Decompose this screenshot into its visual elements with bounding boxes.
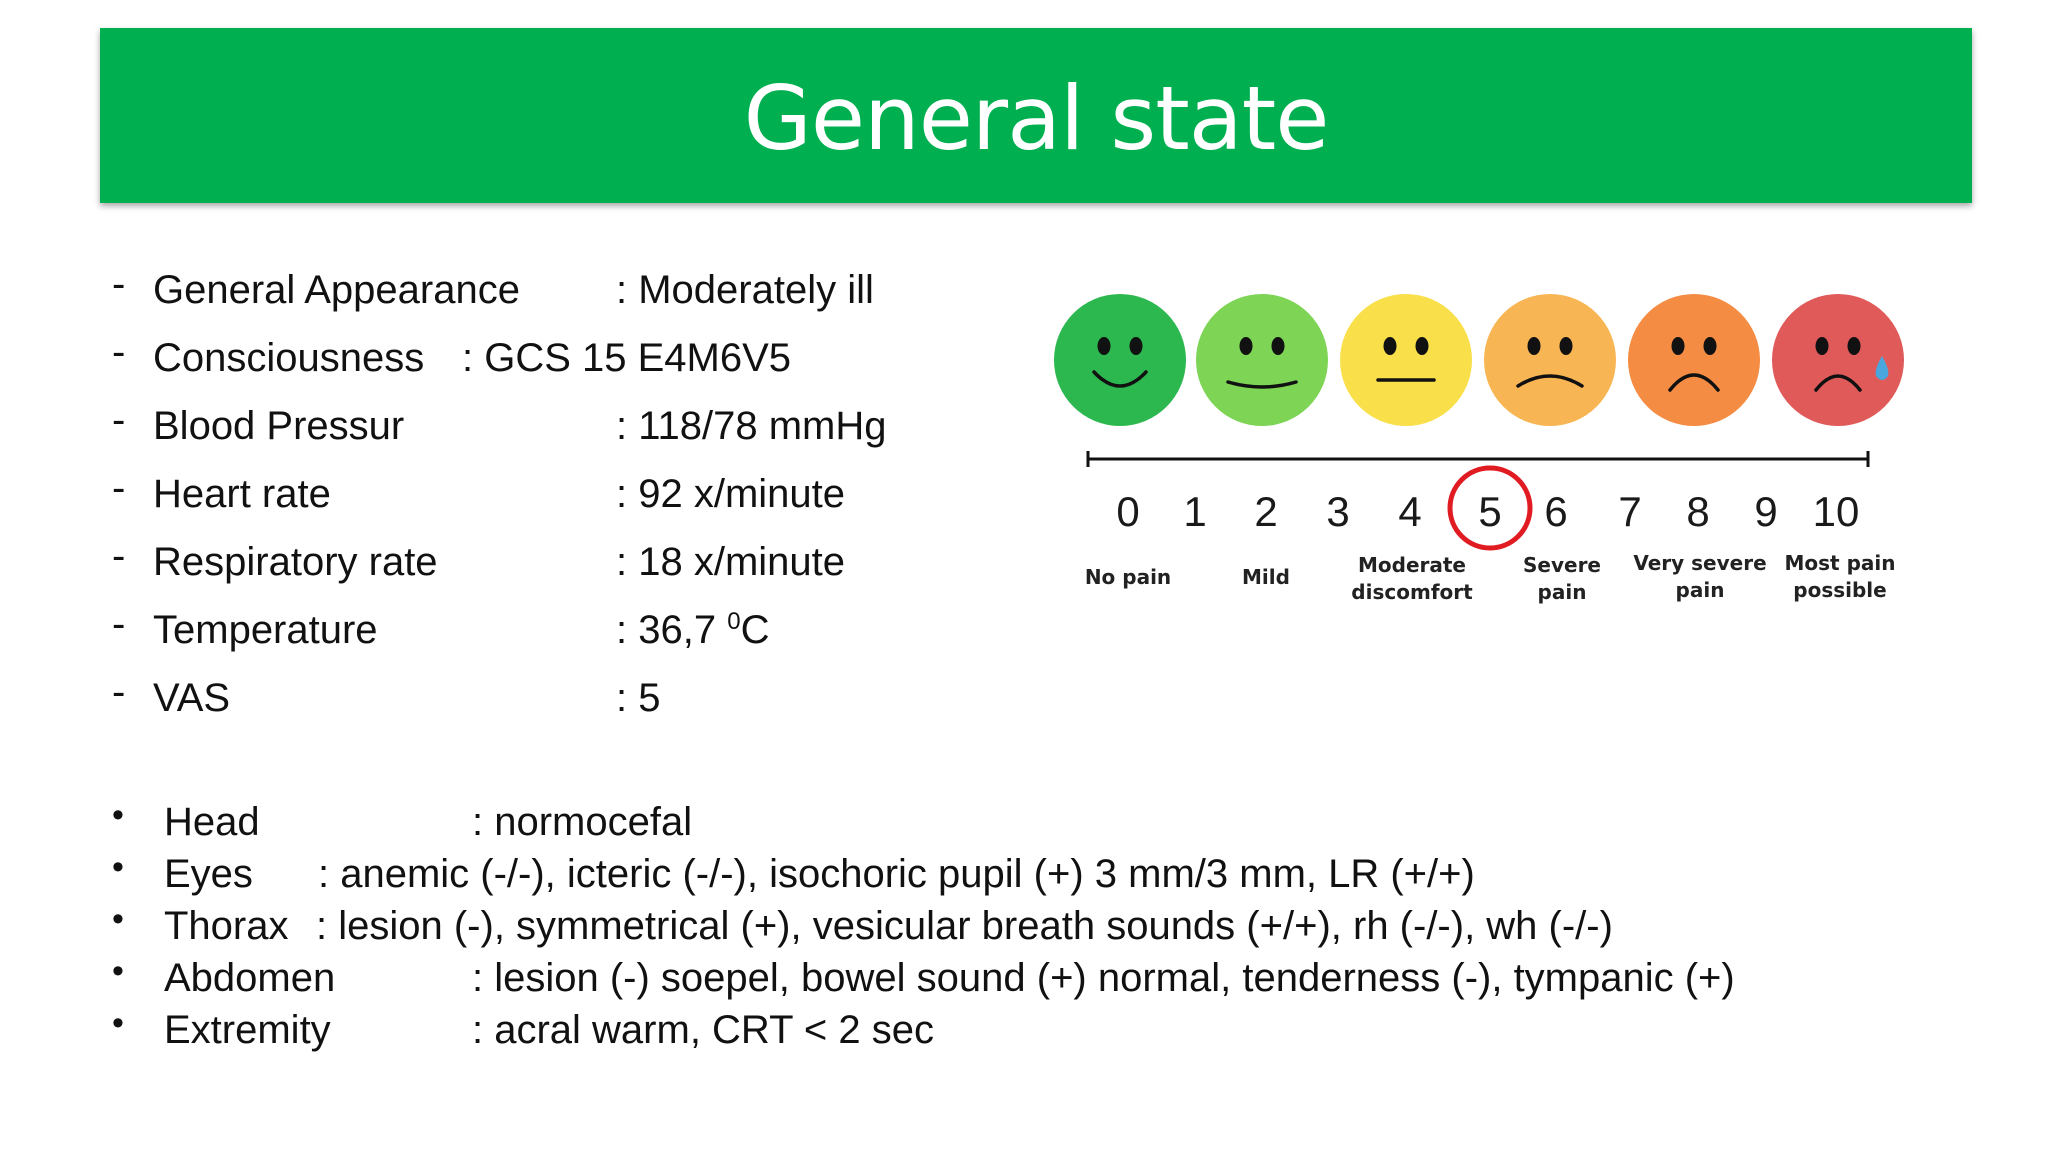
scale-number-6: 6: [1544, 488, 1568, 535]
vital-label: Blood Pressur: [153, 404, 405, 448]
scale-caption: Mild: [1242, 564, 1290, 591]
vital-label: Temperature: [153, 608, 378, 652]
scale-number-8: 8: [1686, 488, 1710, 535]
very-severe-face-icon: [1628, 294, 1760, 426]
exam-value: : normocefal: [472, 800, 693, 844]
vital-label: General Appearance: [153, 268, 520, 312]
scale-caption: Most pain possible: [1785, 550, 1896, 604]
page-title: General state: [743, 67, 1330, 170]
scale-number-1: 1: [1183, 488, 1207, 535]
pain-scale-graphic: [1054, 294, 1904, 551]
caption-line: discomfort: [1351, 580, 1473, 604]
bullet: •: [112, 796, 124, 834]
list-dash: -: [112, 670, 126, 714]
selected-score-circle: [1447, 465, 1533, 551]
scale-number-3: 3: [1326, 488, 1350, 535]
scale-number-9: 9: [1754, 488, 1778, 535]
scale-number-2: 2: [1254, 488, 1278, 535]
bullet: •: [112, 952, 124, 990]
vital-value: : GCS 15 E4M6V5: [462, 336, 792, 380]
faces-group: [1054, 294, 1904, 426]
exam-label: Head: [164, 800, 260, 844]
scale-caption: Moderate discomfort: [1351, 552, 1472, 606]
list-dash: -: [112, 262, 126, 306]
caption-line: possible: [1793, 578, 1887, 602]
caption-line: Severe: [1523, 553, 1601, 577]
severe-face-icon: [1484, 294, 1616, 426]
list-dash: -: [112, 398, 126, 442]
scale-caption: Severe pain: [1523, 552, 1601, 606]
list-dash: -: [112, 466, 126, 510]
caption-line: pain: [1537, 580, 1587, 604]
exam-value: : anemic (-/-), icteric (-/-), isochoric…: [318, 852, 1475, 896]
scale-caption: No pain: [1085, 564, 1171, 591]
caption-line: Most pain: [1784, 551, 1896, 575]
vital-value: : 92 x/minute: [616, 472, 846, 516]
bullet: •: [112, 1004, 124, 1042]
exam-label: Abdomen: [164, 956, 336, 1000]
exam-value: : lesion (-), symmetrical (+), vesicular…: [316, 904, 1613, 948]
bullet: •: [112, 900, 124, 938]
scale-number-0: 0: [1116, 488, 1140, 535]
title-bar: General state: [100, 28, 1972, 203]
temperature-number: : 36,7: [616, 608, 728, 652]
moderate-face-icon: [1340, 294, 1472, 426]
worst-pain-face-icon: [1772, 294, 1904, 426]
caption-line: pain: [1675, 578, 1725, 602]
no-pain-face-icon: [1054, 294, 1186, 426]
scale-caption: Very severe pain: [1633, 550, 1766, 604]
caption-line: Mild: [1242, 565, 1290, 589]
caption-line: Moderate: [1357, 553, 1467, 577]
tear-icon: [1875, 356, 1889, 380]
scale-number-4: 4: [1398, 488, 1422, 535]
vital-label: VAS: [153, 676, 231, 720]
caption-line: Very severe: [1633, 551, 1767, 575]
mild-face-icon: [1196, 294, 1328, 426]
vital-label: Heart rate: [153, 472, 331, 516]
vital-label: Respiratory rate: [153, 540, 438, 584]
caption-line: No pain: [1084, 565, 1172, 589]
vital-value: : 118/78 mmHg: [616, 404, 887, 448]
exam-value: : lesion (-) soepel, bowel sound (+) nor…: [472, 956, 1735, 1000]
vital-label: Consciousness: [153, 336, 425, 380]
exam-label: Extremity: [164, 1008, 331, 1052]
exam-label: Eyes: [164, 852, 253, 896]
scale-number-10: 10: [1812, 488, 1860, 535]
list-dash: -: [112, 602, 126, 646]
scale-number-5: 5: [1478, 488, 1502, 535]
exam-value: : acral warm, CRT < 2 sec: [472, 1008, 934, 1052]
temperature-unit: C: [740, 608, 770, 652]
degree-superscript: 0: [727, 608, 741, 635]
list-dash: -: [112, 330, 126, 374]
vital-value: : 5: [616, 676, 661, 720]
exam-label: Thorax: [164, 904, 289, 948]
vital-value: : 18 x/minute: [616, 540, 846, 584]
vital-value: : 36,7 0C: [616, 608, 769, 653]
pain-scale: 0 1 2 3 4 5 6 7 8 9 10 No pain Mild Moderate discomfo…: [1040, 280, 1920, 620]
list-dash: -: [112, 534, 126, 578]
scale-number-7: 7: [1618, 488, 1642, 535]
bullet: •: [112, 848, 124, 886]
vital-value: : Moderately ill: [616, 268, 874, 312]
